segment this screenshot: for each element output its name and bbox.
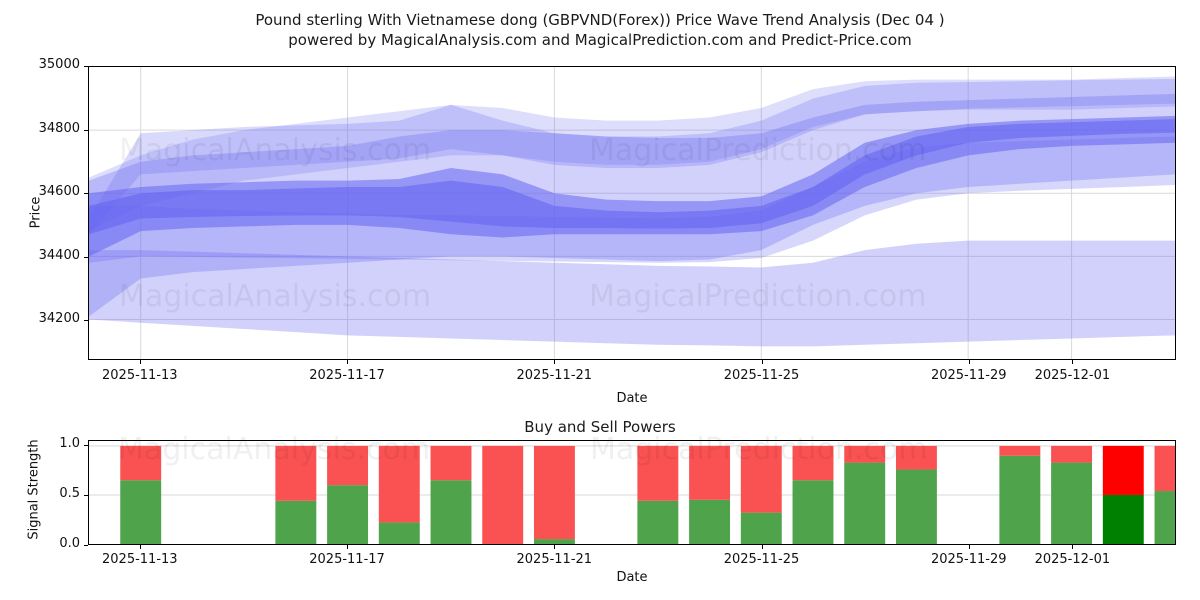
buy-power-bar[interactable] xyxy=(430,480,472,544)
sell-power-bar[interactable] xyxy=(1051,445,1093,463)
signal-y-tick xyxy=(84,545,88,546)
buy-power-bar[interactable] xyxy=(999,455,1041,544)
price-y-tick xyxy=(84,256,88,258)
price-y-tick xyxy=(84,66,88,67)
buy-power-bar[interactable] xyxy=(1154,491,1175,544)
wave-band-6 xyxy=(89,136,1175,263)
price-y-tick-label: 35000 xyxy=(38,57,80,72)
signal-x-tick xyxy=(554,545,556,549)
price-x-tick xyxy=(761,360,763,364)
buy-power-bar[interactable] xyxy=(327,485,369,544)
signal-y-tick-label: 0.5 xyxy=(59,486,80,501)
signal-x-tick-label: 2025-11-17 xyxy=(309,552,385,567)
sell-power-bar[interactable] xyxy=(378,445,420,523)
page-title: Pound sterling With Vietnamese dong (GBP… xyxy=(255,11,945,49)
wave-band-0 xyxy=(89,240,1175,347)
price-x-tick xyxy=(554,360,556,364)
signal-y-tick-label: 0.0 xyxy=(59,536,80,551)
buy-power-bar[interactable] xyxy=(844,462,886,544)
signal-x-tick-label: 2025-11-13 xyxy=(102,552,178,567)
sell-power-bar[interactable] xyxy=(327,445,369,486)
price-y-tick xyxy=(84,129,88,131)
price-y-tick xyxy=(84,320,88,322)
price-x-tick-label: 2025-11-17 xyxy=(309,368,385,383)
buy-power-bar[interactable] xyxy=(895,469,937,544)
buy-power-bar[interactable] xyxy=(120,480,162,544)
buy-power-bar[interactable] xyxy=(792,480,834,544)
signal-x-tick xyxy=(968,545,970,549)
price-x-tick-label: 2025-11-13 xyxy=(102,368,178,383)
signal-x-tick xyxy=(761,545,763,549)
price-y-tick-label: 34600 xyxy=(38,184,80,200)
sell-power-bar[interactable] xyxy=(689,445,731,500)
price-x-tick-label: 2025-11-25 xyxy=(723,368,800,383)
buy-sell-chart-title: Buy and Sell Powers xyxy=(524,418,676,436)
sell-power-bar[interactable] xyxy=(792,445,834,481)
buy-sell-svg xyxy=(89,445,1175,544)
buy-power-bar[interactable] xyxy=(740,512,782,544)
wave-band-5 xyxy=(89,78,1175,235)
sell-power-bar[interactable] xyxy=(844,445,886,463)
sell-power-bar[interactable] xyxy=(895,445,937,470)
signal-x-tick-label: 2025-11-25 xyxy=(723,552,800,567)
sell-power-bar[interactable] xyxy=(533,445,575,540)
sell-power-bar[interactable] xyxy=(430,445,472,481)
wave-band-4 xyxy=(89,119,1175,235)
signal-x-tick xyxy=(139,545,141,549)
signal-y-tick-label: 1.0 xyxy=(59,436,80,451)
price-y-tick-label: 34200 xyxy=(38,311,80,327)
sell-power-bar[interactable] xyxy=(1102,445,1144,495)
buy-power-bar[interactable] xyxy=(1102,494,1144,544)
signal-y-tick xyxy=(84,495,88,496)
sell-power-bar[interactable] xyxy=(1154,445,1175,492)
buy-power-bar[interactable] xyxy=(378,522,420,544)
price-y-tick-label: 34800 xyxy=(38,120,80,136)
signal-x-tick-label: 2025-11-29 xyxy=(930,552,1007,567)
price-y-axis-title: Price xyxy=(28,196,44,229)
buy-power-bar[interactable] xyxy=(689,499,731,544)
price-x-tick-label: 2025-11-29 xyxy=(930,368,1007,383)
price-x-tick xyxy=(347,360,349,364)
signal-x-axis-title: Date xyxy=(616,570,648,585)
price-x-tick-label: 2025-12-01 xyxy=(1034,368,1111,383)
sell-power-bar[interactable] xyxy=(740,445,782,513)
signal-y-tick xyxy=(84,445,88,446)
signal-x-tick-label: 2025-11-21 xyxy=(516,552,593,567)
price-x-tick-label: 2025-11-21 xyxy=(516,368,593,383)
signal-x-tick-label: 2025-12-01 xyxy=(1034,552,1111,567)
sell-power-bar[interactable] xyxy=(637,445,679,501)
buy-power-bar[interactable] xyxy=(1051,462,1093,544)
sell-power-bar[interactable] xyxy=(482,445,524,544)
sell-power-bar[interactable] xyxy=(120,445,162,481)
signal-y-axis-title: Signal Strength xyxy=(26,439,42,540)
sell-power-bar[interactable] xyxy=(275,445,317,501)
price-y-tick-label: 34400 xyxy=(38,247,80,263)
buy-sell-chart-panel xyxy=(88,440,1176,545)
sell-power-bar[interactable] xyxy=(999,445,1041,456)
signal-x-tick xyxy=(1072,545,1074,549)
price-y-tick xyxy=(84,193,88,195)
wave-band-2 xyxy=(89,76,1175,232)
price-x-tick xyxy=(139,360,141,364)
price-wave-chart-panel: MagicalAnalysis.com MagicalPrediction.co… xyxy=(88,66,1176,360)
buy-power-bar[interactable] xyxy=(275,500,317,544)
price-wave-svg xyxy=(89,67,1175,359)
signal-x-tick xyxy=(347,545,349,549)
price-x-axis-title: Date xyxy=(616,391,648,406)
buy-power-bar[interactable] xyxy=(637,500,679,544)
price-x-tick xyxy=(1072,360,1074,364)
price-x-tick xyxy=(968,360,970,364)
buy-power-bar[interactable] xyxy=(533,539,575,544)
